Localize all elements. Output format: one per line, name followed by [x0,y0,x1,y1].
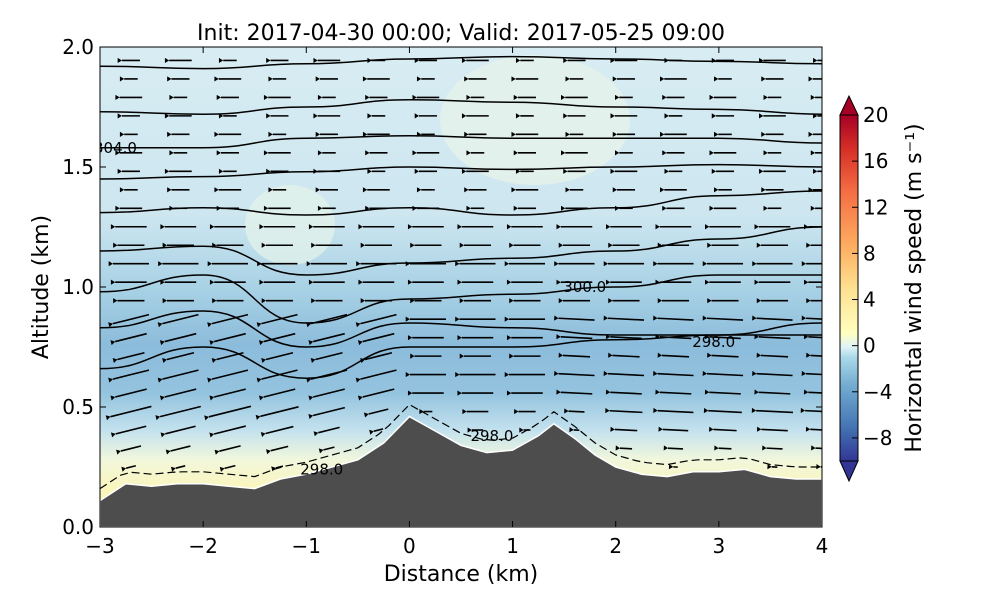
y-tick-label: 1.0 [62,275,94,299]
colorbar-gradient [840,115,858,461]
y-tick-label: 0.0 [62,515,94,539]
colorbar-tick-label: −8 [863,426,892,450]
y-axis-label: Altitude (km) [29,215,54,359]
x-tick-label: 0 [403,534,416,558]
x-tick-label: −1 [292,534,321,558]
y-tick-label: 0.5 [62,395,94,419]
colorbar-tick-label: 16 [863,149,888,173]
contour-label: 300.0 [563,278,606,296]
x-axis-label: Distance (km) [384,562,539,587]
x-tick-label: 3 [712,534,725,558]
colorbar-tick-label: 8 [863,241,876,265]
x-tick-label: −2 [188,534,217,558]
colorbar-tick-label: 0 [863,334,876,358]
colorbar-extend-top [840,96,858,115]
contour-label: 298.0 [692,333,735,351]
colorbar: 20 16 12 8 4 0 −4 −8 Horizontal wind speed (m s… [840,96,927,481]
colorbar-label: Horizontal wind speed (m s⁻¹) [902,123,927,452]
y-tick-label: 1.5 [62,155,94,179]
light-wind-patch [440,55,630,185]
contour-label: 298.0 [470,427,513,445]
x-tick-label: 2 [609,534,622,558]
chart-title: Init: 2017-04-30 00:00; Valid: 2017-05-2… [197,21,725,46]
colorbar-tick-label: 4 [863,288,876,312]
colorbar-extend-bottom [840,461,858,481]
y-tick-label: 2.0 [62,35,94,59]
x-tick-label: 4 [816,534,829,558]
colorbar-tick-label: −4 [863,380,892,404]
colorbar-tick-label: 12 [863,195,888,219]
contour-label: 298.0 [300,460,343,478]
light-wind-patch [245,185,335,265]
colorbar-tick-label: 20 [863,103,888,127]
x-tick-label: 1 [506,534,519,558]
